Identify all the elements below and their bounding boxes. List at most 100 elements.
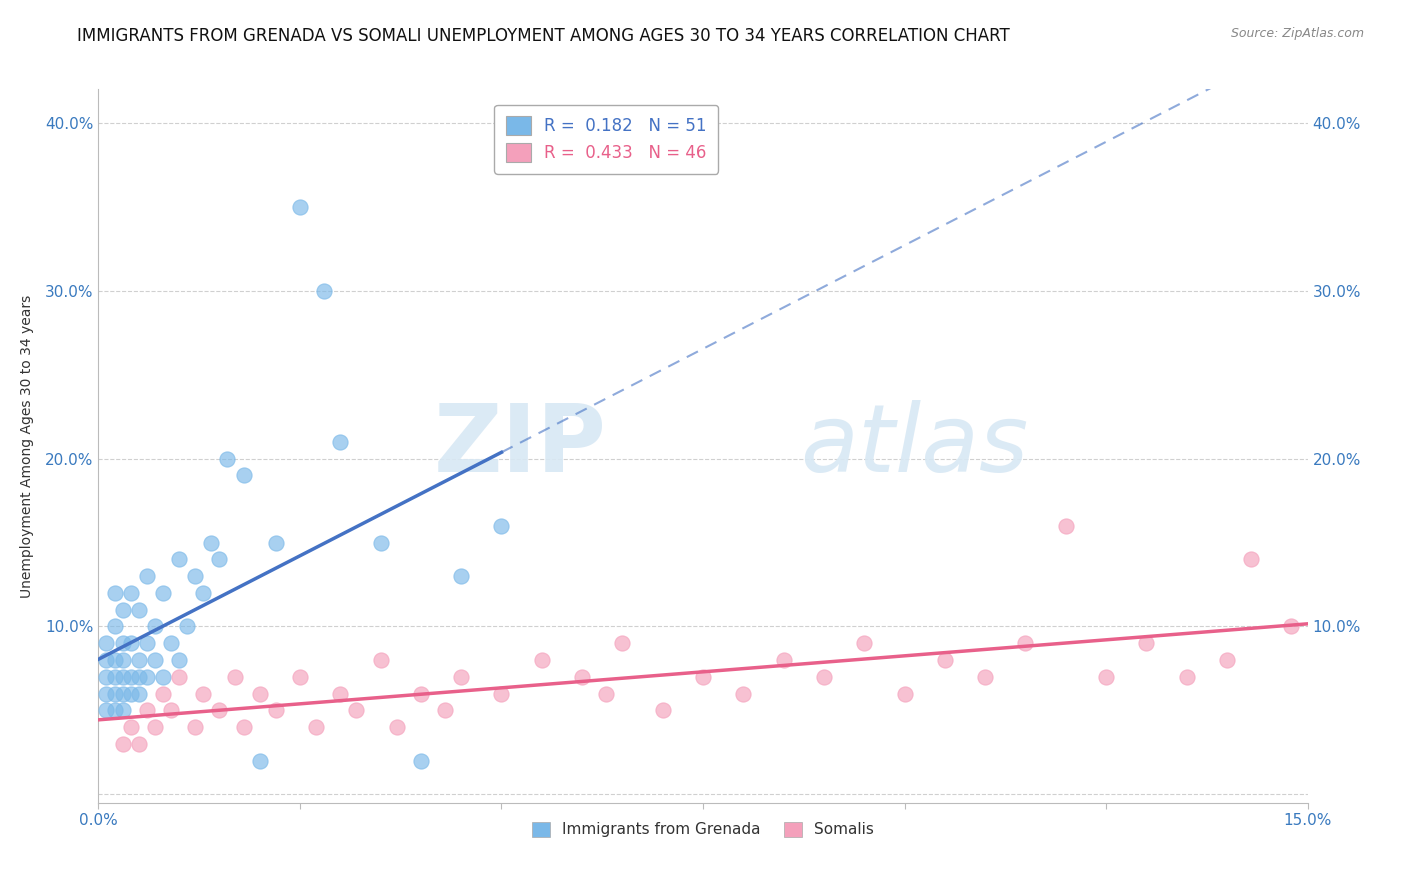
Point: [249, 754, 271, 768]
Legend: Immigrants from Grenada, Somalis: Immigrants from Grenada, Somalis: [524, 814, 882, 845]
Point: [232, 720, 254, 734]
Point: [288, 200, 311, 214]
Point: [111, 603, 134, 617]
Point: [152, 586, 174, 600]
Point: [232, 468, 254, 483]
Point: [103, 670, 125, 684]
Point: [1240, 552, 1263, 566]
Point: [249, 687, 271, 701]
Point: [571, 670, 593, 684]
Point: [491, 518, 513, 533]
Point: [409, 687, 432, 701]
Point: [530, 653, 553, 667]
Point: [128, 737, 150, 751]
Point: [491, 687, 513, 701]
Point: [264, 535, 287, 549]
Point: [120, 670, 142, 684]
Point: [111, 687, 134, 701]
Point: [193, 687, 215, 701]
Point: [143, 653, 166, 667]
Point: [893, 687, 915, 701]
Point: [450, 670, 472, 684]
Point: [111, 703, 134, 717]
Y-axis label: Unemployment Among Ages 30 to 34 years: Unemployment Among Ages 30 to 34 years: [20, 294, 34, 598]
Text: Source: ZipAtlas.com: Source: ZipAtlas.com: [1230, 27, 1364, 40]
Point: [120, 586, 142, 600]
Point: [160, 636, 183, 650]
Point: [111, 636, 134, 650]
Point: [120, 687, 142, 701]
Point: [135, 703, 157, 717]
Point: [224, 670, 246, 684]
Point: [160, 703, 183, 717]
Point: [96, 687, 118, 701]
Point: [217, 451, 239, 466]
Point: [143, 619, 166, 633]
Point: [167, 552, 190, 566]
Point: [208, 703, 231, 717]
Point: [128, 670, 150, 684]
Point: [152, 687, 174, 701]
Point: [409, 754, 432, 768]
Point: [813, 670, 835, 684]
Point: [385, 720, 408, 734]
Point: [370, 535, 392, 549]
Point: [434, 703, 457, 717]
Point: [103, 653, 125, 667]
Point: [1135, 636, 1157, 650]
Text: atlas: atlas: [800, 401, 1028, 491]
Point: [128, 687, 150, 701]
Point: [733, 687, 755, 701]
Point: [314, 284, 336, 298]
Point: [692, 670, 714, 684]
Point: [193, 586, 215, 600]
Point: [853, 636, 876, 650]
Point: [329, 687, 352, 701]
Point: [120, 720, 142, 734]
Point: [200, 535, 222, 549]
Point: [96, 636, 118, 650]
Point: [288, 670, 311, 684]
Text: ZIP: ZIP: [433, 400, 606, 492]
Point: [1175, 670, 1198, 684]
Point: [1095, 670, 1118, 684]
Point: [595, 687, 617, 701]
Point: [103, 687, 125, 701]
Point: [128, 603, 150, 617]
Point: [934, 653, 956, 667]
Point: [450, 569, 472, 583]
Point: [128, 653, 150, 667]
Point: [1216, 653, 1239, 667]
Point: [184, 720, 207, 734]
Point: [772, 653, 794, 667]
Point: [176, 619, 198, 633]
Point: [1281, 619, 1303, 633]
Point: [96, 703, 118, 717]
Point: [103, 586, 125, 600]
Point: [96, 653, 118, 667]
Point: [111, 653, 134, 667]
Point: [167, 653, 190, 667]
Point: [612, 636, 634, 650]
Point: [370, 653, 392, 667]
Point: [1014, 636, 1036, 650]
Point: [651, 703, 673, 717]
Point: [1054, 518, 1077, 533]
Point: [135, 670, 157, 684]
Point: [135, 636, 157, 650]
Point: [120, 636, 142, 650]
Point: [143, 720, 166, 734]
Point: [103, 703, 125, 717]
Point: [344, 703, 367, 717]
Point: [208, 552, 231, 566]
Point: [264, 703, 287, 717]
Point: [96, 670, 118, 684]
Point: [329, 434, 352, 449]
Point: [974, 670, 997, 684]
Point: [167, 670, 190, 684]
Point: [305, 720, 328, 734]
Point: [152, 670, 174, 684]
Text: IMMIGRANTS FROM GRENADA VS SOMALI UNEMPLOYMENT AMONG AGES 30 TO 34 YEARS CORRELA: IMMIGRANTS FROM GRENADA VS SOMALI UNEMPL…: [77, 27, 1010, 45]
Point: [111, 670, 134, 684]
Point: [184, 569, 207, 583]
